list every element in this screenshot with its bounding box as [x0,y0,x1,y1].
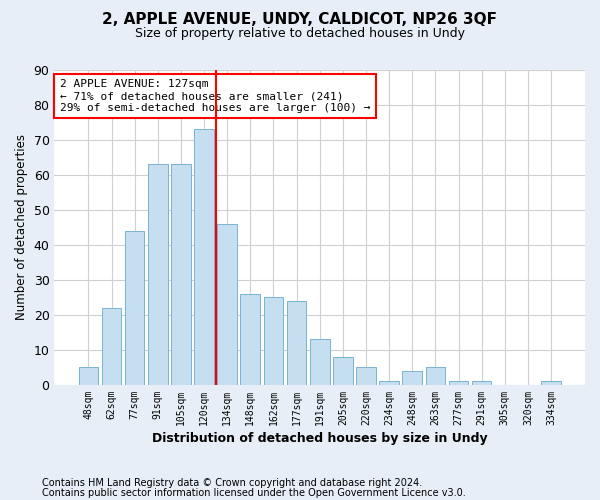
Bar [79,368,98,385]
X-axis label: Distribution of detached houses by size in Undy: Distribution of detached houses by size … [152,432,488,445]
Bar [217,224,237,385]
Bar [449,382,469,385]
Text: 2 APPLE AVENUE: 127sqm
← 71% of detached houses are smaller (241)
29% of semi-de: 2 APPLE AVENUE: 127sqm ← 71% of detached… [60,80,370,112]
Bar [425,368,445,385]
Bar [101,308,121,385]
Bar [171,164,191,385]
Bar [125,231,145,385]
Bar [287,301,307,385]
Bar [333,357,353,385]
Y-axis label: Number of detached properties: Number of detached properties [15,134,28,320]
Bar [194,130,214,385]
Bar [356,368,376,385]
Bar [148,164,167,385]
Bar [263,298,283,385]
Text: Contains HM Land Registry data © Crown copyright and database right 2024.: Contains HM Land Registry data © Crown c… [42,478,422,488]
Bar [310,340,329,385]
Text: Size of property relative to detached houses in Undy: Size of property relative to detached ho… [135,28,465,40]
Bar [403,371,422,385]
Bar [241,294,260,385]
Text: 2, APPLE AVENUE, UNDY, CALDICOT, NP26 3QF: 2, APPLE AVENUE, UNDY, CALDICOT, NP26 3Q… [103,12,497,28]
Bar [472,382,491,385]
Text: Contains public sector information licensed under the Open Government Licence v3: Contains public sector information licen… [42,488,466,498]
Bar [541,382,561,385]
Bar [379,382,399,385]
